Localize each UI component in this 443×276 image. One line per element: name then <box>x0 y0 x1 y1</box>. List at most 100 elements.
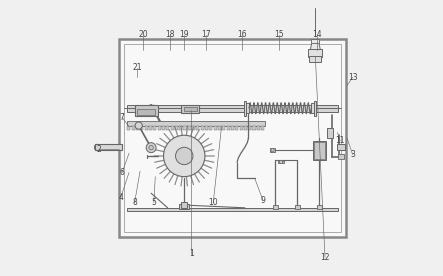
Polygon shape <box>181 176 183 186</box>
Text: 11: 11 <box>335 136 345 145</box>
Polygon shape <box>186 176 188 186</box>
Text: 14: 14 <box>312 30 322 39</box>
Polygon shape <box>186 126 188 136</box>
Text: 13: 13 <box>348 73 358 82</box>
Text: 18: 18 <box>166 30 175 39</box>
Bar <box>314 142 325 159</box>
Polygon shape <box>169 129 174 138</box>
Bar <box>184 107 197 111</box>
Bar <box>119 39 346 237</box>
Polygon shape <box>155 149 164 152</box>
Polygon shape <box>190 127 194 136</box>
Bar <box>132 126 135 130</box>
Polygon shape <box>203 143 212 148</box>
Bar <box>179 204 189 209</box>
Bar <box>201 126 204 130</box>
Circle shape <box>149 145 153 150</box>
Polygon shape <box>204 149 214 152</box>
Bar <box>218 126 221 130</box>
Polygon shape <box>175 176 178 185</box>
Bar <box>192 126 195 130</box>
Polygon shape <box>198 133 205 141</box>
Bar <box>94 144 122 150</box>
Polygon shape <box>311 43 320 50</box>
Bar <box>162 126 165 130</box>
Bar <box>179 126 182 130</box>
Bar <box>149 126 152 130</box>
Polygon shape <box>164 133 171 141</box>
Text: 12: 12 <box>320 253 330 262</box>
Bar <box>175 126 178 130</box>
Polygon shape <box>175 127 178 136</box>
Bar <box>235 126 238 130</box>
Bar <box>257 126 260 130</box>
Bar <box>222 126 225 130</box>
Text: 19: 19 <box>179 30 189 39</box>
Bar <box>135 105 158 116</box>
Bar <box>244 101 246 116</box>
Bar <box>158 126 161 130</box>
Bar <box>231 126 234 130</box>
Circle shape <box>271 148 274 152</box>
Bar <box>127 105 338 112</box>
Bar <box>309 56 322 62</box>
Text: 17: 17 <box>202 30 211 39</box>
Polygon shape <box>198 171 205 179</box>
Text: 1: 1 <box>189 250 194 258</box>
Bar <box>196 126 199 130</box>
Bar <box>153 126 156 130</box>
Polygon shape <box>194 174 200 182</box>
Circle shape <box>175 147 193 164</box>
Bar <box>308 49 322 57</box>
Circle shape <box>280 160 283 164</box>
Polygon shape <box>190 176 194 185</box>
Bar <box>226 126 229 130</box>
Bar <box>317 205 322 209</box>
Polygon shape <box>194 129 200 138</box>
Bar <box>144 126 148 130</box>
Polygon shape <box>159 168 168 174</box>
Text: 9: 9 <box>260 196 265 205</box>
Polygon shape <box>156 164 166 169</box>
Bar <box>278 161 284 163</box>
Polygon shape <box>169 174 174 182</box>
Bar <box>327 128 333 138</box>
Polygon shape <box>201 168 209 174</box>
Bar <box>273 205 278 209</box>
Polygon shape <box>181 126 183 136</box>
Polygon shape <box>164 171 171 179</box>
Bar <box>314 101 316 116</box>
Bar <box>313 141 326 160</box>
Bar <box>188 126 191 130</box>
Text: 4: 4 <box>118 193 123 202</box>
Bar <box>338 154 344 159</box>
Text: 6: 6 <box>120 168 124 177</box>
Bar <box>246 103 249 113</box>
Circle shape <box>146 143 156 153</box>
Text: 7: 7 <box>120 113 124 122</box>
Bar <box>337 144 345 150</box>
Bar <box>270 148 275 152</box>
Bar <box>214 126 217 130</box>
Bar <box>248 126 251 130</box>
Bar <box>311 103 315 113</box>
Text: 21: 21 <box>132 63 142 72</box>
Bar <box>261 126 264 130</box>
Bar <box>182 105 199 113</box>
Bar <box>166 126 169 130</box>
Bar <box>124 44 341 232</box>
Bar <box>183 126 187 130</box>
Polygon shape <box>201 138 209 144</box>
Text: 15: 15 <box>275 30 284 39</box>
Bar <box>295 205 300 209</box>
Bar <box>140 126 144 130</box>
Polygon shape <box>159 138 168 144</box>
Bar <box>311 39 319 43</box>
Text: 10: 10 <box>208 198 218 207</box>
Text: 20: 20 <box>138 30 148 39</box>
Text: 5: 5 <box>152 198 156 207</box>
Text: 2: 2 <box>96 145 101 153</box>
Bar <box>182 202 187 208</box>
Circle shape <box>163 135 205 177</box>
Bar <box>137 109 155 115</box>
